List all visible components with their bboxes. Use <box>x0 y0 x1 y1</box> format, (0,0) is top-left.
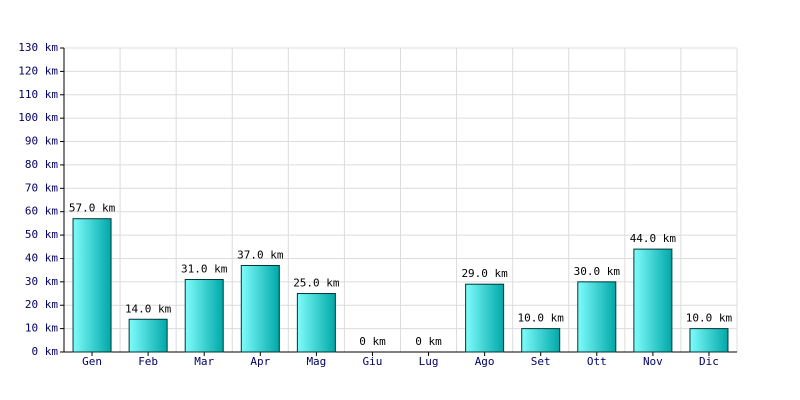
x-tick-label: Lug <box>419 355 439 368</box>
x-tick-label: Dic <box>699 355 719 368</box>
y-tick-label: 110 km <box>18 88 58 101</box>
value-label: 0 km <box>359 335 386 348</box>
bar <box>465 283 505 353</box>
bar <box>240 264 280 353</box>
y-tick-label: 100 km <box>18 111 58 124</box>
value-label: 25.0 km <box>293 277 340 290</box>
value-label: 37.0 km <box>237 248 284 261</box>
value-label: 44.0 km <box>630 232 677 245</box>
x-tick-label: Apr <box>250 355 270 368</box>
bar <box>577 281 617 353</box>
value-label: 10.0 km <box>686 312 733 325</box>
y-tick-label: 40 km <box>25 251 58 264</box>
y-tick-label: 50 km <box>25 228 58 241</box>
y-tick-label: 70 km <box>25 181 58 194</box>
value-label: 29.0 km <box>461 267 508 280</box>
y-tick-label: 90 km <box>25 135 58 148</box>
value-label: 14.0 km <box>125 302 172 315</box>
y-tick-label: 80 km <box>25 158 58 171</box>
value-label: 0 km <box>415 335 442 348</box>
x-tick-label: Feb <box>138 355 158 368</box>
x-tick-label: Mag <box>306 355 326 368</box>
value-label: 30.0 km <box>574 265 621 278</box>
bar <box>633 248 673 353</box>
x-tick-label: Gen <box>82 355 102 368</box>
bar <box>72 218 112 353</box>
bar <box>296 293 336 353</box>
bar <box>184 279 224 353</box>
y-tick-label: 20 km <box>25 298 58 311</box>
bar <box>521 328 561 353</box>
value-label: 57.0 km <box>69 202 116 215</box>
y-tick-label: 10 km <box>25 322 58 335</box>
y-tick-label: 120 km <box>18 64 58 77</box>
x-tick-label: Mar <box>194 355 214 368</box>
y-tick-label: 30 km <box>25 275 58 288</box>
x-tick-label: Giu <box>363 355 383 368</box>
x-tick-label: Nov <box>643 355 663 368</box>
value-label: 10.0 km <box>518 312 565 325</box>
y-tick-label: 60 km <box>25 205 58 218</box>
value-label: 31.0 km <box>181 263 228 276</box>
y-tick-label: 0 km <box>32 345 59 358</box>
y-tick-label: 130 km <box>18 41 58 54</box>
bar <box>689 328 729 353</box>
x-tick-label: Ott <box>587 355 607 368</box>
x-tick-label: Ago <box>475 355 495 368</box>
bar <box>128 318 168 353</box>
x-tick-label: Set <box>531 355 551 368</box>
